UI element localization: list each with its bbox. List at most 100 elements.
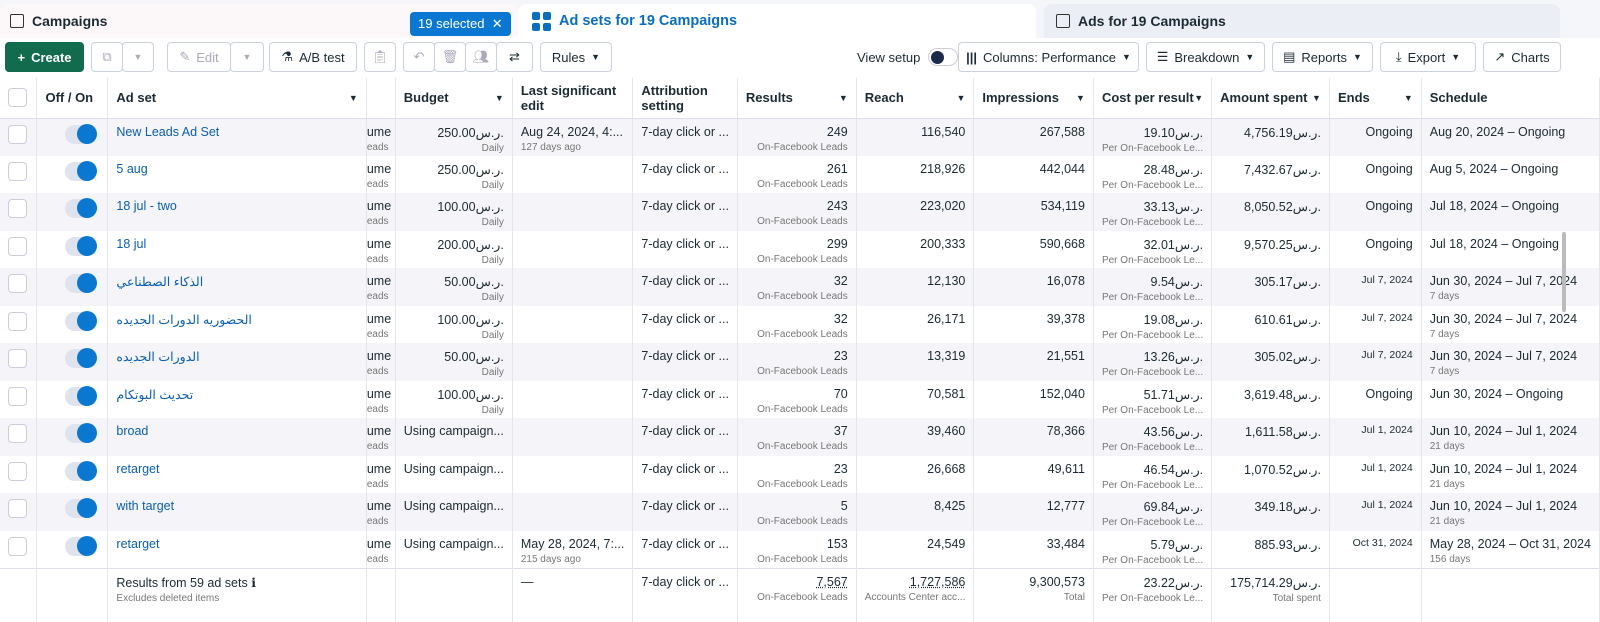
adset-toggle[interactable] — [65, 460, 98, 481]
adset-toggle[interactable] — [65, 423, 98, 443]
edit-label: Edit — [196, 49, 219, 65]
adset-toggle[interactable] — [65, 273, 98, 293]
columns-label: Columns: Performance — [983, 49, 1116, 65]
hidden-col-text: ume — [366, 349, 392, 363]
row-checkbox[interactable] — [8, 236, 27, 256]
tab-adsets[interactable]: Ad sets for 19 Campaigns — [518, 4, 1036, 38]
row-checkbox[interactable] — [8, 199, 27, 218]
adset-name-link[interactable]: الدورات الجديده — [116, 350, 200, 364]
select-all-checkbox[interactable] — [8, 88, 27, 108]
header-budget[interactable]: Budget ▼ — [395, 78, 513, 119]
row-checkbox[interactable] — [8, 461, 27, 481]
adset-toggle[interactable] — [65, 123, 98, 144]
results-value: 249 — [826, 124, 848, 139]
header-impressions[interactable]: Impressions ▼ — [973, 78, 1094, 119]
sort-caret-icon[interactable]: ▼ — [1403, 93, 1413, 103]
reports-button[interactable]: ▤ Reports ▼ — [1272, 42, 1373, 72]
sort-caret-icon[interactable]: ▼ — [1194, 93, 1204, 103]
breakdown-button[interactable]: ☰ Breakdown ▼ — [1146, 42, 1265, 72]
results-value: 261 — [826, 161, 848, 176]
row-checkbox[interactable] — [8, 161, 27, 181]
ab-test-button[interactable]: ⚗ A/B test — [269, 42, 357, 72]
row-checkbox[interactable] — [8, 311, 27, 331]
attribution-cell: 7-day click or ... — [632, 268, 738, 306]
row-checkbox[interactable] — [8, 386, 27, 406]
adset-name-link[interactable]: with target — [116, 499, 175, 513]
impressions-cell: 49,611 — [973, 455, 1094, 493]
adset-name-link[interactable]: 18 jul - two — [116, 199, 177, 213]
charts-button[interactable]: ↗ Charts — [1483, 42, 1561, 72]
spent-amount: 8,050.52 — [1244, 200, 1293, 214]
compare-button[interactable]: ⇄ — [496, 42, 533, 72]
budget-value: 100.00ر.س. — [404, 387, 504, 402]
adset-toggle[interactable] — [65, 385, 98, 406]
adset-name-link[interactable]: 5 aug — [116, 161, 148, 176]
row-checkbox[interactable] — [8, 424, 27, 443]
clipboard-button[interactable]: 📋︎ — [364, 42, 396, 72]
vertical-scrollbar[interactable] — [1562, 232, 1566, 312]
adset-toggle[interactable] — [65, 535, 98, 556]
currency: ر.س. — [1174, 237, 1204, 252]
clear-selection-icon[interactable]: ✕ — [488, 16, 503, 31]
adset-toggle[interactable] — [65, 310, 98, 331]
selected-badge[interactable]: 19 selected ✕ — [410, 12, 511, 36]
row-checkbox[interactable] — [8, 349, 27, 368]
footer-reach-value[interactable]: 1,727,586 — [909, 574, 966, 589]
columns-button[interactable]: ||| Columns: Performance ▼ — [958, 42, 1139, 72]
header-ends[interactable]: Ends ▼ — [1329, 78, 1422, 119]
duplicate-button[interactable]: ⧉ — [91, 42, 123, 72]
impressions-cell: 267,588 — [973, 118, 1094, 156]
adset-name-link[interactable]: تحديث البوتكام — [116, 387, 194, 402]
adset-toggle[interactable] — [65, 348, 98, 368]
view-setup-toggle[interactable] — [928, 48, 959, 66]
audience-button[interactable]: 👥︎ — [465, 42, 497, 72]
header-reach[interactable]: Reach ▼ — [856, 78, 975, 119]
header-attribution[interactable]: Attribution setting — [632, 78, 738, 119]
undo-button[interactable]: ↶ — [403, 42, 435, 72]
header-cost-per-result[interactable]: Cost per result ▼ — [1093, 78, 1213, 119]
sort-caret-icon[interactable]: ▼ — [494, 93, 504, 103]
cpr-cell: 5.79ر.س. Per On-Facebook Le... — [1093, 530, 1213, 568]
header-last-edit[interactable]: Last significant edit — [512, 78, 634, 119]
tab-campaigns[interactable]: Campaigns 19 selected ✕ — [0, 4, 518, 38]
create-button[interactable]: + Create — [5, 42, 84, 72]
adset-name-link[interactable]: retarget — [116, 536, 160, 551]
rules-button[interactable]: Rules ▼ — [540, 42, 612, 72]
info-icon[interactable]: ℹ — [251, 575, 256, 590]
header-adset[interactable]: Ad set ▼ — [107, 78, 367, 119]
results-cell: 70 On-Facebook Leads — [737, 380, 857, 418]
sort-caret-icon[interactable]: ▼ — [1312, 93, 1321, 103]
sort-caret-icon[interactable]: ▼ — [1076, 93, 1085, 103]
footer-results-value[interactable]: 7,567 — [816, 574, 848, 589]
header-amount-spent[interactable]: Amount spent ▼ — [1211, 78, 1330, 119]
sort-caret-icon[interactable]: ▼ — [348, 93, 358, 103]
adset-toggle[interactable] — [65, 235, 98, 256]
row-checkbox[interactable] — [8, 499, 27, 518]
export-button[interactable]: ⤓ Export ▼ — [1380, 42, 1476, 72]
adset-name-link[interactable]: broad — [116, 424, 149, 438]
header-schedule[interactable]: Schedule — [1421, 78, 1600, 119]
spent-value: 349.18ر.س. — [1220, 499, 1321, 514]
attribution-cell: 7-day click or ... — [632, 380, 738, 418]
row-checkbox[interactable] — [8, 124, 27, 144]
tab-ads[interactable]: Ads for 19 Campaigns — [1044, 4, 1560, 38]
delete-button[interactable]: 🗑︎ — [434, 42, 466, 72]
duplicate-dropdown[interactable]: ▼ — [122, 42, 154, 72]
currency: ر.س. — [475, 350, 504, 364]
adset-name-link[interactable]: retarget — [116, 461, 160, 476]
header-results[interactable]: Results ▼ — [737, 78, 857, 119]
adset-name-link[interactable]: الذكاء الصطناعي — [116, 275, 204, 289]
edit-dropdown[interactable]: ▼ — [230, 42, 264, 72]
row-checkbox[interactable] — [8, 274, 27, 293]
adset-name-link[interactable]: New Leads Ad Set — [116, 124, 220, 139]
adset-name-link[interactable]: الحضوريه الدورات الجديده — [116, 312, 252, 327]
sort-caret-icon[interactable]: ▼ — [838, 93, 848, 103]
sort-caret-icon[interactable]: ▼ — [956, 93, 966, 103]
header-offon[interactable]: Off / On — [36, 78, 109, 119]
adset-toggle[interactable] — [65, 160, 98, 181]
adset-toggle[interactable] — [65, 498, 98, 518]
adset-name-link[interactable]: 18 jul — [116, 236, 147, 251]
adset-toggle[interactable] — [65, 198, 98, 218]
edit-button[interactable]: ✎ Edit — [167, 42, 231, 72]
row-checkbox[interactable] — [8, 536, 27, 556]
